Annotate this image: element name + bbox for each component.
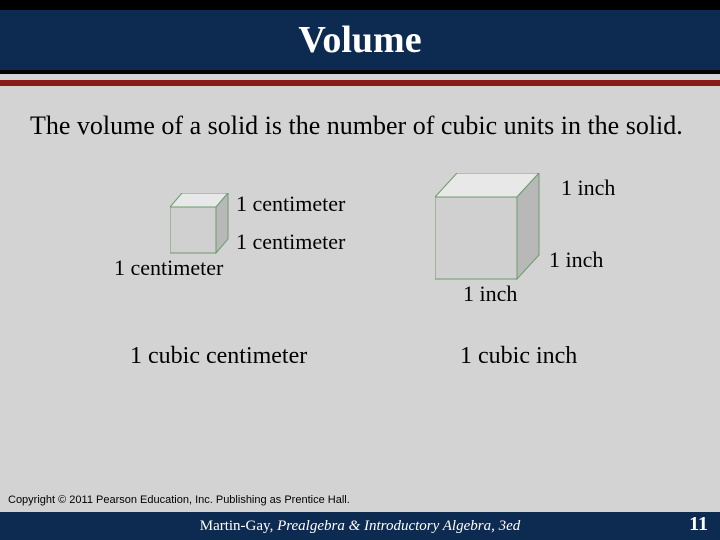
footer-author: Martin-Gay, xyxy=(200,518,277,534)
slide-header: Volume xyxy=(0,0,720,74)
in-cube-group: 1 inch 1 inch 1 inch xyxy=(435,173,545,281)
footer-book: Prealgebra & Introductory Algebra, 3ed xyxy=(277,518,520,534)
in-label-height: 1 inch xyxy=(549,247,603,273)
footer-bar: Martin-Gay, Prealgebra & Introductory Al… xyxy=(0,512,720,540)
cm-label-height: 1 centimeter xyxy=(236,229,345,255)
page-number: 11 xyxy=(689,510,708,538)
cm-cube xyxy=(170,193,234,257)
diagram-area: 1 centimeter 1 centimeter 1 centimeter 1… xyxy=(0,143,720,403)
cm-label-width: 1 centimeter xyxy=(114,255,223,281)
in-cube xyxy=(435,173,545,281)
cm-label-depth: 1 centimeter xyxy=(236,191,345,217)
in-label-depth: 1 inch xyxy=(561,175,615,201)
in-caption: 1 cubic inch xyxy=(460,343,577,370)
in-label-width: 1 inch xyxy=(463,281,517,307)
slide-title: Volume xyxy=(0,18,720,62)
cm-cube-group: 1 centimeter 1 centimeter 1 centimeter xyxy=(170,193,234,257)
body-text: The volume of a solid is the number of c… xyxy=(0,86,720,143)
copyright-text: Copyright © 2011 Pearson Education, Inc.… xyxy=(8,494,350,506)
cm-caption: 1 cubic centimeter xyxy=(130,343,307,370)
